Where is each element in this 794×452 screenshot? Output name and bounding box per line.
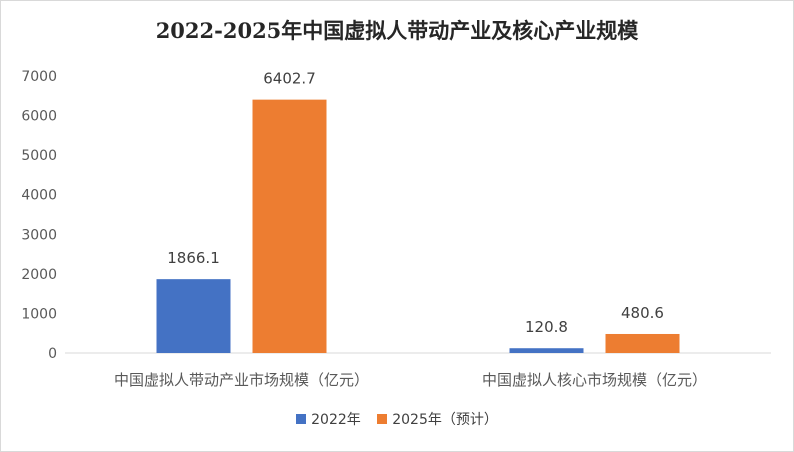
x-category-label-1: 中国虚拟人核心市场规模（亿元）: [482, 371, 707, 389]
bar-2025-cat1: [605, 333, 680, 353]
legend: 2022年 2025年（预计）: [1, 409, 793, 429]
y-tick-label-5000: 5000: [21, 148, 57, 164]
y-tick-label-3000: 3000: [21, 227, 57, 243]
y-tick-label-7000: 7000: [21, 69, 57, 85]
bar-2022-cat0: [156, 279, 231, 353]
data-label-2022-cat1: 120.8: [525, 318, 568, 336]
legend-item-2022: 2022年: [296, 409, 361, 429]
y-tick-label-0: 0: [48, 346, 57, 362]
legend-item-2025: 2025年（预计）: [377, 409, 498, 429]
data-label-2022-cat0: 1866.1: [167, 249, 220, 267]
bar-2022-cat1: [509, 348, 584, 353]
y-tick-label-6000: 6000: [21, 109, 57, 125]
y-tick-label-1000: 1000: [21, 306, 57, 322]
bar-2025-cat0: [252, 99, 327, 353]
legend-swatch-2022: [296, 414, 307, 424]
legend-swatch-2025: [377, 414, 388, 424]
data-label-2025-cat0: 6402.7: [263, 70, 316, 88]
chart-title: 2022-2025年中国虚拟人带动产业及核心产业规模: [155, 18, 639, 43]
data-label-2025-cat1: 480.6: [621, 304, 664, 322]
x-category-label-0: 中国虚拟人带动产业市场规模（亿元）: [114, 371, 369, 389]
y-tick-label-2000: 2000: [21, 267, 57, 283]
y-tick-label-4000: 4000: [21, 188, 57, 204]
legend-label-2025: 2025年（预计）: [392, 412, 498, 428]
legend-label-2022: 2022年: [311, 412, 361, 428]
